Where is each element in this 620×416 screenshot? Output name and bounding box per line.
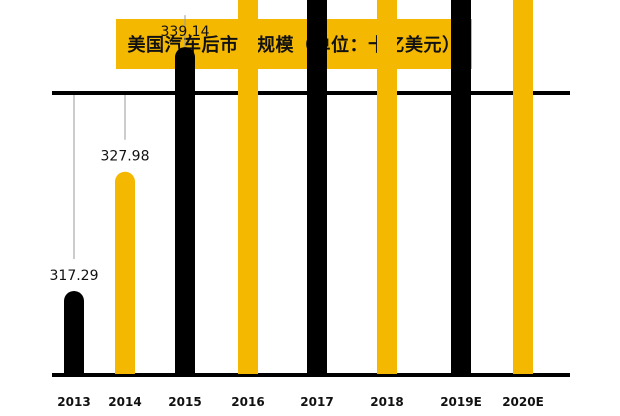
bar-2019E xyxy=(451,0,471,374)
bar-2020E xyxy=(513,0,533,374)
x-tick-label-2018: 2018 xyxy=(370,395,403,409)
x-tick-label-2014: 2014 xyxy=(108,395,141,409)
x-tick-label-2017: 2017 xyxy=(300,395,333,409)
x-tick-label-2016: 2016 xyxy=(231,395,264,409)
bar-2015 xyxy=(175,47,195,375)
bar-2017 xyxy=(307,0,327,374)
x-tick-labels-group: 2013 2014 2015 2016 2017 2018 2019E 2020E xyxy=(57,395,544,409)
bar-2014 xyxy=(115,171,135,374)
bar-2013 xyxy=(64,291,84,374)
bars-group xyxy=(64,0,533,375)
value-label-2015: 339.14 xyxy=(161,24,210,40)
value-label-2014: 327.98 xyxy=(101,149,150,165)
x-tick-label-2013: 2013 xyxy=(57,395,90,409)
bar-2016 xyxy=(238,0,258,374)
x-tick-label-2019E: 2019E xyxy=(440,395,482,409)
bar-2018 xyxy=(377,0,397,374)
value-labels-group: 317.29327.98339.14356.50370.65385.37400.… xyxy=(50,24,210,284)
x-tick-label-2015: 2015 xyxy=(168,395,201,409)
x-tick-label-2020E: 2020E xyxy=(502,395,544,409)
chart-title: 美国汽车后市场规模（单位：十亿美元） xyxy=(127,35,461,56)
value-label-2013: 317.29 xyxy=(50,268,99,284)
